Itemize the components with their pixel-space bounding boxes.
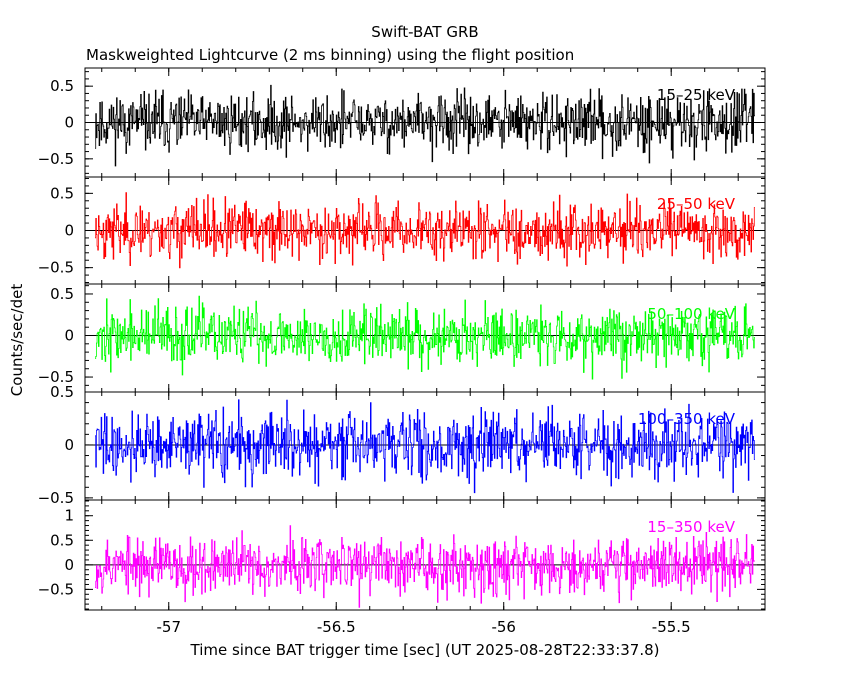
series-trace (95, 192, 755, 269)
y-axis-label: Counts/sec/det (8, 284, 26, 397)
y-tick-label: 0 (64, 327, 74, 345)
y-tick-label: −0.5 (38, 489, 74, 507)
panel-100-350-kev: −0.5 0 0.5 100–350 keV (38, 383, 766, 507)
panels-group: −0.5 0 0.5 15–25 keV −0.5 0 0.5 25–50 keV −0.5 0 0… (38, 67, 766, 636)
y-tick-label: 0 (64, 114, 74, 132)
band-label: 15–350 keV (647, 518, 735, 536)
y-tick-label: 0.5 (50, 285, 74, 303)
y-tick-label: −0.5 (38, 150, 74, 168)
y-tick-label: 0.5 (50, 77, 74, 95)
series-trace (95, 295, 755, 380)
panel-15-25-kev: −0.5 0 0.5 15–25 keV (38, 67, 766, 178)
y-tick-label: 0.5 (50, 383, 74, 401)
band-label: 50–100 keV (647, 305, 735, 323)
y-tick-label: 1 (64, 507, 74, 525)
panel-25-50-kev: −0.5 0 0.5 25–50 keV (38, 176, 766, 285)
band-label: 15–25 keV (657, 86, 736, 104)
series-trace (95, 84, 755, 167)
x-tick-label: -56 (491, 618, 516, 636)
y-tick-label: 0 (64, 436, 74, 454)
series-trace (95, 525, 755, 608)
y-tick-label: 0.5 (50, 184, 74, 202)
y-tick-label: 0.5 (50, 531, 74, 549)
chart-subtitle: Maskweighted Lightcurve (2 ms binning) u… (86, 46, 574, 64)
band-label: 25–50 keV (657, 195, 736, 213)
y-tick-label: 0 (64, 222, 74, 240)
band-label: 100–350 keV (638, 410, 736, 428)
y-tick-label: −0.5 (38, 368, 74, 386)
chart-title: Swift-BAT GRB (371, 23, 478, 41)
panel-15-350-kev: −0.5 0 0.5 1 15–350 keV (38, 499, 766, 611)
y-tick-label: 0 (64, 556, 74, 574)
x-tick-label: -55.5 (652, 618, 691, 636)
x-tick-label: -56.5 (317, 618, 356, 636)
x-tick-label: -57 (156, 618, 181, 636)
series-trace (95, 399, 755, 494)
x-axis-label: Time since BAT trigger time [sec] (UT 20… (190, 641, 660, 659)
y-tick-label: −0.5 (38, 580, 74, 598)
panel-50-100-kev: −0.5 0 0.5 50–100 keV (38, 283, 766, 393)
y-tick-label: −0.5 (38, 259, 74, 277)
